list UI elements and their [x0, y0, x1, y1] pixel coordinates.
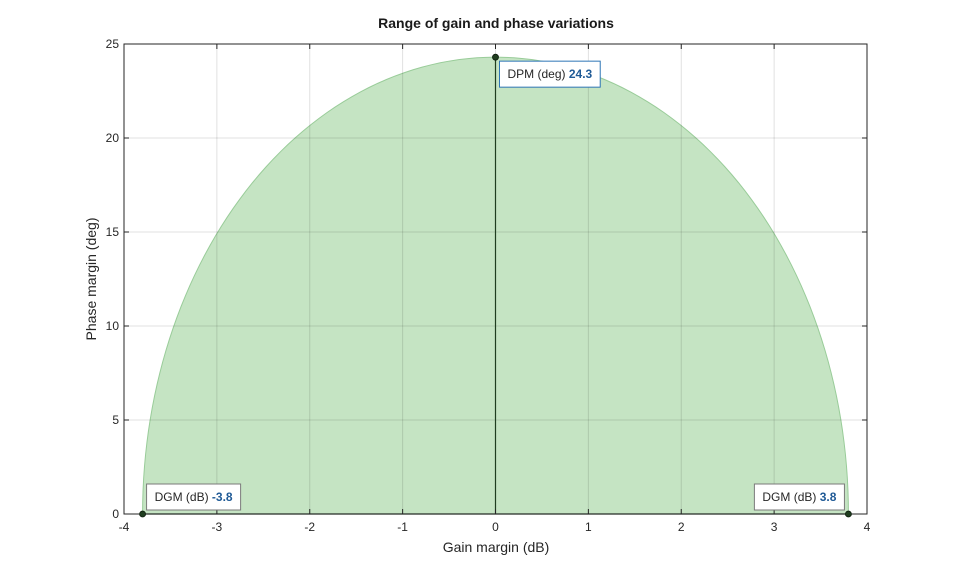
y-tick-label: 10 — [106, 319, 120, 333]
datatip-box — [499, 60, 601, 88]
y-tick-label: 0 — [112, 507, 119, 521]
y-tick-label: 5 — [112, 413, 119, 427]
datatip: DGM (dB) 3.8 — [753, 483, 845, 511]
x-tick-label: 2 — [678, 520, 685, 534]
datatip-value: 24.3 — [569, 67, 593, 81]
x-tick-label: 0 — [492, 520, 499, 534]
datatip: DGM (dB) -3.8 — [146, 483, 242, 511]
datatip-box — [146, 483, 242, 511]
datatip-box — [753, 483, 845, 511]
chart-title: Range of gain and phase variations — [378, 15, 614, 31]
datatip-label: DPM (deg) 24.3 — [508, 67, 593, 81]
data-point — [845, 510, 852, 518]
x-tick-label: -2 — [304, 520, 315, 534]
datatip-value: -3.8 — [212, 490, 233, 504]
y-tick-label: 20 — [106, 131, 120, 145]
datatip-value: 3.8 — [820, 490, 837, 504]
data-point — [492, 53, 499, 61]
x-tick-label: -4 — [119, 520, 130, 534]
x-tick-label: -1 — [397, 520, 408, 534]
x-axis-label: Gain margin (dB) — [443, 539, 550, 555]
y-tick-label: 25 — [106, 37, 120, 51]
datatip-label: DGM (dB) 3.8 — [762, 490, 836, 504]
x-tick-label: -3 — [212, 520, 223, 534]
plot-area: -4 -3 -2 -1 0 1 2 3 4 0 5 10 15 20 25 DGM (dB) -3.8 DPM … — [106, 37, 871, 534]
y-axis-label: Phase margin (deg) — [83, 218, 99, 341]
x-tick-label: 4 — [864, 520, 871, 534]
datatip: DPM (deg) 24.3 — [499, 60, 601, 88]
x-tick-label: 3 — [771, 520, 778, 534]
data-point — [139, 510, 146, 518]
y-tick-label: 15 — [106, 225, 120, 239]
x-tick-label: 1 — [585, 520, 592, 534]
datatip-label: DGM (dB) -3.8 — [155, 490, 233, 504]
